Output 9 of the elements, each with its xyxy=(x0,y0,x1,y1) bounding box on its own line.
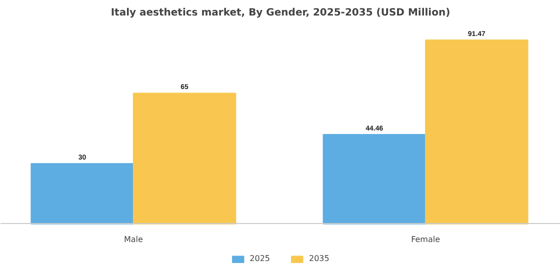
bar xyxy=(322,134,426,224)
chart-title: Italy aesthetics market, By Gender, 2025-2035 (USD Million) xyxy=(110,8,450,18)
x-tick-label: Female xyxy=(411,234,440,244)
bar xyxy=(132,92,236,224)
legend-label: 2035 xyxy=(309,254,330,263)
bar xyxy=(425,40,528,224)
bar xyxy=(30,163,134,224)
legend-label: 2025 xyxy=(250,254,270,263)
x-tick-label: Male xyxy=(124,234,143,244)
